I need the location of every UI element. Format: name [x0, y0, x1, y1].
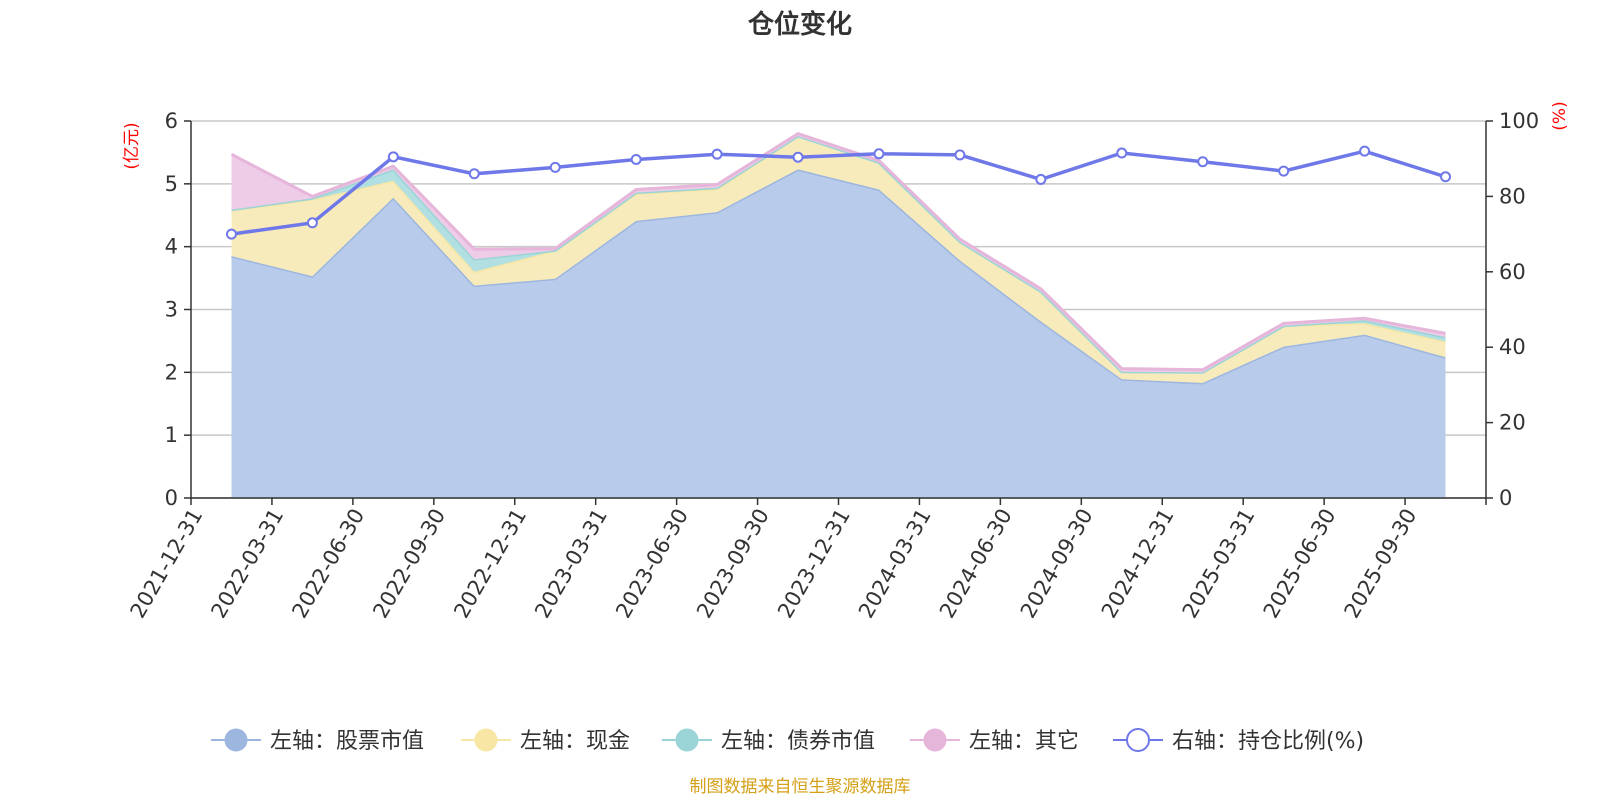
right-axis-unit: (%) [1550, 101, 1570, 130]
legend-marker [923, 728, 947, 752]
legend-marker [675, 728, 699, 752]
line-point [306, 217, 318, 229]
holding-ratio-line [225, 145, 1452, 240]
legend-label: 左轴：其它 [969, 729, 1079, 754]
x-tick-label: 2024-06-30 [935, 505, 1017, 623]
legend-label: 右轴：持仓比例(%) [1172, 729, 1364, 754]
line-point [468, 168, 480, 180]
line-point [1035, 173, 1047, 185]
x-tick-label: 2025-03-31 [1178, 505, 1260, 623]
x-tick-label: 2021-12-31 [126, 505, 208, 623]
x-tick-label: 2022-03-31 [206, 505, 288, 623]
x-tick-label: 2022-09-30 [368, 505, 450, 623]
left-tick-label: 4 [165, 235, 178, 259]
x-tick-label: 2022-06-30 [287, 505, 369, 623]
line-point [1197, 156, 1209, 168]
left-tick-label: 2 [165, 360, 178, 384]
area-edge-其它 [230, 131, 1446, 372]
x-tick-label: 2024-12-31 [1097, 505, 1179, 623]
right-tick-label: 100 [1499, 109, 1539, 133]
line-point [387, 151, 399, 163]
right-tick-label: 20 [1499, 411, 1526, 435]
stacked-areas [230, 131, 1446, 498]
legend-label: 左轴：股票市值 [270, 729, 424, 754]
legend-item[interactable]: 左轴：债券市值 [662, 728, 875, 754]
x-tick-label: 2023-12-31 [773, 505, 855, 623]
legend-item[interactable]: 左轴：现金 [461, 728, 630, 754]
right-tick-label: 0 [1499, 486, 1512, 510]
x-tick-label: 2023-03-31 [530, 505, 612, 623]
legend-marker [1126, 728, 1150, 752]
line-point [630, 153, 642, 165]
line-point [1440, 171, 1452, 183]
left-axis-unit: (亿元) [122, 122, 142, 169]
x-tick-label: 2024-03-31 [854, 505, 936, 623]
right-tick-label: 60 [1499, 260, 1526, 284]
chart-title: 仓位变化 [747, 9, 852, 40]
line-持仓比例(%) [231, 149, 1447, 236]
x-tick-label: 2023-06-30 [611, 505, 693, 623]
legend-label: 左轴：现金 [520, 729, 630, 754]
x-tick-label: 2022-12-31 [449, 505, 531, 623]
x-tick-label: 2025-06-30 [1259, 505, 1341, 623]
right-tick-label: 80 [1499, 184, 1526, 208]
line-point [225, 228, 237, 240]
x-tick-label: 2025-09-30 [1340, 505, 1422, 623]
x-tick-label: 2023-09-30 [692, 505, 774, 623]
line-point [792, 151, 804, 163]
left-tick-label: 0 [165, 486, 178, 510]
source-note: 制图数据来自恒生聚源数据库 [690, 777, 911, 797]
legend-marker [474, 728, 498, 752]
legend-item[interactable]: 左轴：股票市值 [211, 728, 424, 754]
left-tick-label: 5 [165, 172, 178, 196]
x-tick-label: 2024-09-30 [1016, 505, 1098, 623]
line-point [873, 148, 885, 160]
legend-item[interactable]: 左轴：其它 [910, 728, 1079, 754]
line-point [711, 148, 723, 160]
legend-label: 左轴：债券市值 [721, 729, 875, 754]
line-point [1359, 145, 1371, 157]
legend: 左轴：股票市值 左轴：现金 左轴：债券市值 左轴：其它 右轴：持仓比例(%) [211, 728, 1364, 754]
line-point [954, 149, 966, 161]
legend-item[interactable]: 右轴：持仓比例(%) [1113, 728, 1364, 754]
line-point [1278, 165, 1290, 177]
line-point [1116, 147, 1128, 159]
area-其它 [231, 133, 1446, 373]
legend-marker [224, 728, 248, 752]
left-tick-label: 6 [165, 109, 178, 133]
left-tick-label: 3 [165, 298, 178, 322]
area-股票市值 [231, 169, 1446, 498]
line-point [549, 161, 561, 173]
right-tick-label: 40 [1499, 335, 1526, 359]
left-tick-label: 1 [165, 423, 178, 447]
